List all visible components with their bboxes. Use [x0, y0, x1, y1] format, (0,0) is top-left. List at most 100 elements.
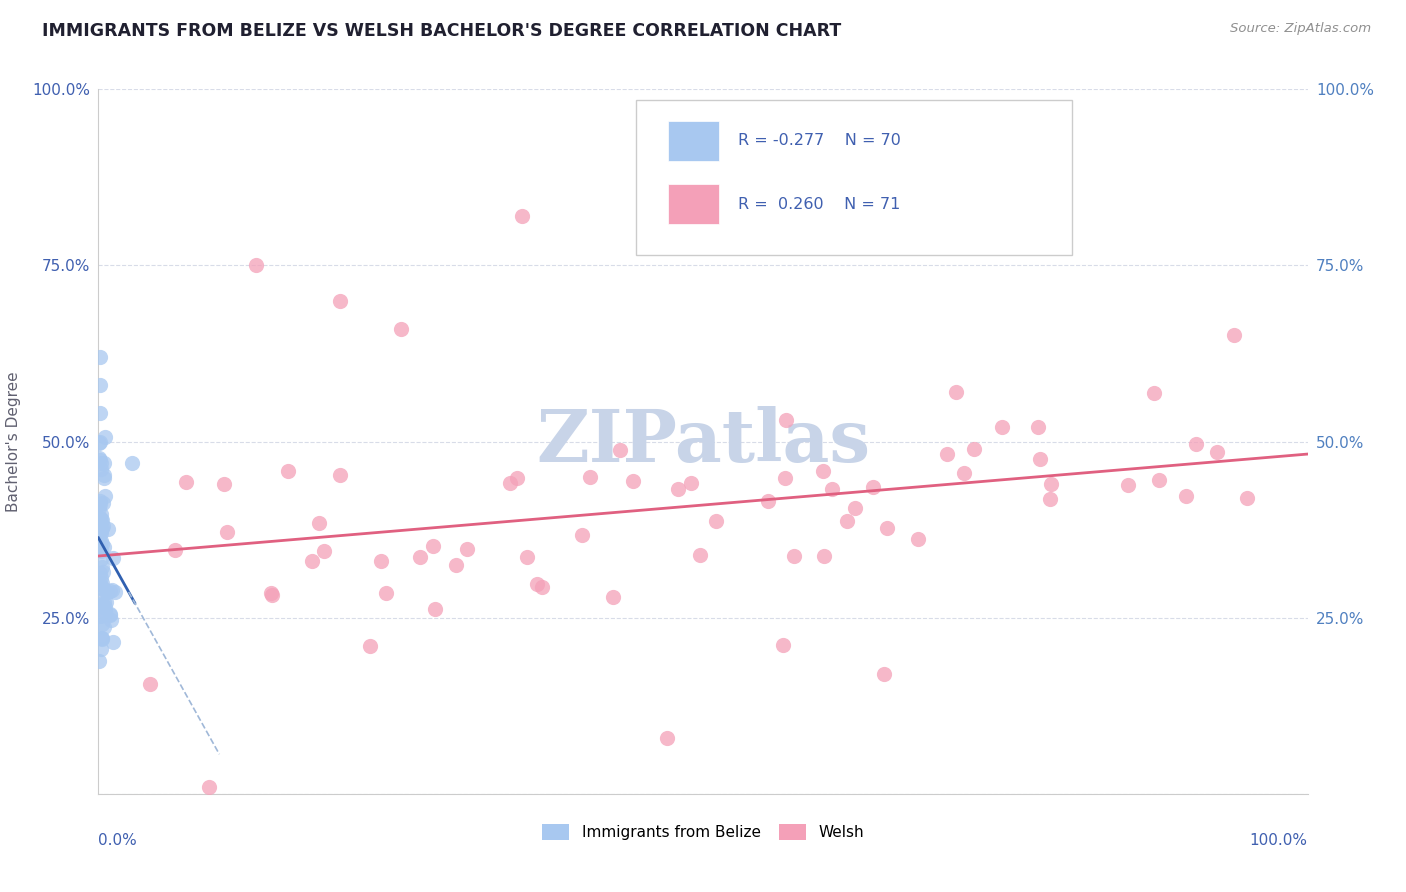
Point [90, 512, 112, 526]
Point [1223, 328, 1246, 343]
Point [89, 520, 111, 534]
Point [174, 475, 197, 490]
Point [862, 480, 884, 494]
Point [526, 577, 548, 591]
Point [91, 576, 114, 591]
Point [245, 259, 267, 273]
Legend: Immigrants from Belize, Welsh: Immigrants from Belize, Welsh [536, 818, 870, 847]
Point [90, 536, 112, 550]
Point [679, 475, 702, 490]
Point [94, 430, 117, 444]
Point [963, 442, 986, 457]
Point [1039, 492, 1062, 507]
Point [93, 540, 115, 554]
Point [329, 293, 352, 308]
Point [93, 605, 115, 619]
Point [90, 559, 112, 574]
Point [90, 507, 112, 521]
Point [89, 497, 111, 511]
Point [87, 450, 110, 465]
Point [91, 521, 114, 535]
Point [389, 322, 412, 336]
Point [935, 447, 957, 461]
Point [93, 595, 115, 609]
Point [844, 500, 866, 515]
Point [93, 468, 115, 483]
Point [91, 598, 114, 612]
Text: IMMIGRANTS FROM BELIZE VS WELSH BACHELOR'S DEGREE CORRELATION CHART: IMMIGRANTS FROM BELIZE VS WELSH BACHELOR… [42, 22, 841, 40]
Point [262, 588, 284, 602]
Point [89, 434, 111, 449]
Point [409, 549, 432, 564]
Point [530, 581, 553, 595]
Point [90, 551, 112, 566]
Point [1026, 420, 1049, 434]
Point [329, 467, 352, 482]
Point [308, 516, 330, 531]
Point [689, 548, 711, 562]
Point [444, 558, 467, 572]
Point [1029, 452, 1052, 467]
Point [90, 512, 112, 526]
FancyBboxPatch shape [668, 184, 718, 225]
Point [103, 635, 125, 649]
Point [90, 608, 112, 623]
Text: 0.0%: 0.0% [98, 832, 138, 847]
Point [89, 350, 111, 364]
Point [215, 525, 238, 540]
Point [837, 515, 859, 529]
Text: 100.0%: 100.0% [1250, 832, 1308, 847]
Point [422, 540, 444, 554]
Point [666, 482, 689, 496]
Point [314, 544, 336, 558]
Point [1236, 491, 1258, 505]
Point [98, 607, 121, 622]
Text: ZIPatlas: ZIPatlas [536, 406, 870, 477]
Point [89, 452, 111, 467]
Point [89, 541, 111, 555]
Point [89, 378, 111, 392]
Point [91, 496, 114, 510]
Point [621, 475, 644, 489]
Point [90, 544, 112, 558]
Point [602, 590, 624, 604]
Point [260, 585, 283, 599]
Point [1116, 477, 1139, 491]
Point [655, 731, 678, 745]
Point [89, 406, 111, 420]
Point [104, 584, 127, 599]
Point [90, 523, 112, 537]
Point [775, 413, 797, 427]
Point [98, 607, 121, 621]
Point [89, 524, 111, 539]
Point [991, 420, 1014, 434]
Point [375, 586, 398, 600]
Point [90, 571, 112, 585]
Point [907, 532, 929, 546]
Point [98, 583, 121, 598]
Point [93, 620, 115, 634]
Point [89, 566, 111, 581]
Point [359, 639, 381, 653]
Point [198, 780, 221, 794]
Point [87, 581, 110, 595]
Text: R = -0.277    N = 70: R = -0.277 N = 70 [738, 133, 901, 148]
Point [90, 632, 112, 646]
Point [952, 467, 974, 481]
Point [456, 542, 478, 557]
Point [301, 554, 323, 568]
Point [821, 482, 844, 496]
Point [1143, 386, 1166, 401]
FancyBboxPatch shape [668, 120, 718, 161]
Point [873, 667, 896, 681]
Point [813, 549, 835, 563]
Point [1205, 445, 1227, 459]
Point [510, 209, 533, 223]
Point [96, 522, 118, 536]
Point [609, 443, 631, 458]
Point [90, 642, 112, 657]
Point [772, 638, 794, 652]
Point [783, 549, 806, 564]
Y-axis label: Bachelor's Degree: Bachelor's Degree [6, 371, 21, 512]
Point [90, 631, 112, 645]
